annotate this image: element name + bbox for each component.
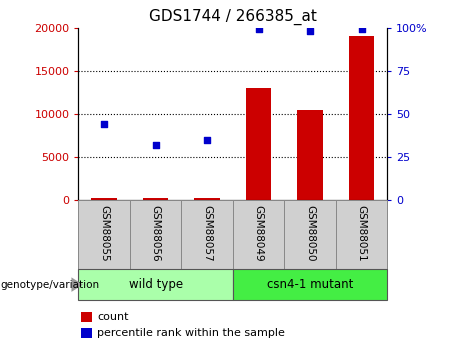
Text: GSM88055: GSM88055	[99, 205, 109, 262]
Bar	[297, 110, 323, 200]
Text: GSM88050: GSM88050	[305, 205, 315, 262]
Bar	[78, 200, 130, 269]
Bar	[284, 200, 336, 269]
Point	[203, 137, 211, 142]
Bar	[130, 200, 181, 269]
Point	[152, 142, 160, 148]
Bar	[233, 269, 387, 300]
Point	[100, 121, 108, 127]
Text: GSM88056: GSM88056	[151, 205, 160, 262]
Point	[255, 27, 262, 32]
Text: GSM88049: GSM88049	[254, 205, 264, 262]
Point	[358, 27, 365, 32]
Text: count: count	[97, 312, 129, 322]
Bar	[78, 269, 233, 300]
Bar	[233, 200, 284, 269]
Bar	[181, 200, 233, 269]
Text: genotype/variation: genotype/variation	[0, 280, 99, 289]
Bar	[246, 88, 272, 200]
Bar	[82, 312, 92, 322]
Bar	[143, 198, 168, 200]
Text: GSM88051: GSM88051	[356, 205, 366, 262]
Point	[306, 28, 313, 34]
Bar	[91, 197, 117, 200]
Text: csn4-1 mutant: csn4-1 mutant	[267, 278, 353, 291]
Text: GSM88057: GSM88057	[202, 205, 212, 262]
Text: wild type: wild type	[129, 278, 183, 291]
Bar	[349, 36, 374, 200]
Text: percentile rank within the sample: percentile rank within the sample	[97, 328, 285, 338]
Bar	[82, 328, 92, 338]
Bar	[336, 200, 387, 269]
Title: GDS1744 / 266385_at: GDS1744 / 266385_at	[149, 9, 317, 25]
Polygon shape	[71, 277, 83, 292]
Bar	[194, 198, 220, 200]
